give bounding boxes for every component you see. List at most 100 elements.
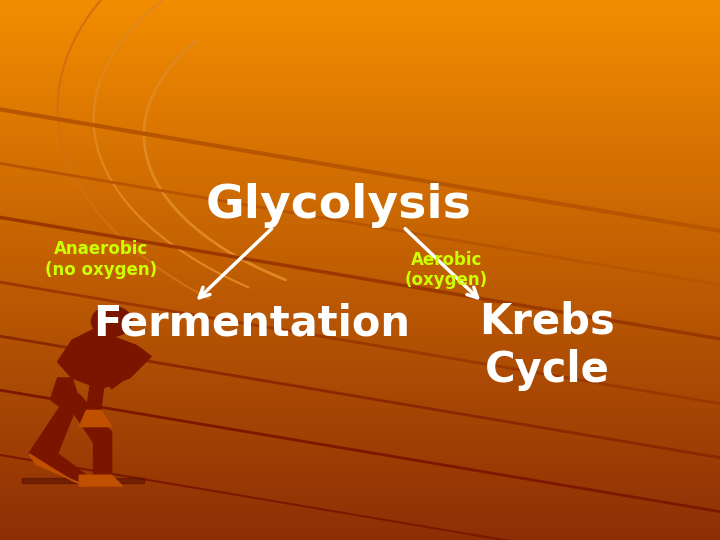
Bar [0,513,720,516]
Bar [0,378,720,381]
Bar [0,178,720,181]
Bar [0,375,720,378]
Polygon shape [65,394,112,443]
Bar [0,367,720,370]
Bar [0,62,720,65]
Bar [0,292,720,294]
Bar [0,510,720,513]
Bar [0,235,720,238]
Text: Fermentation: Fermentation [94,303,410,345]
Bar [0,73,720,76]
Bar [0,356,720,359]
Bar [0,103,720,105]
Bar [0,192,720,194]
Bar [0,537,720,540]
Bar [0,332,720,335]
Bar [0,46,720,49]
Bar [0,186,720,189]
Bar [0,370,720,373]
Bar [0,343,720,346]
Bar [0,230,720,232]
Bar [0,481,720,483]
Bar [0,130,720,132]
Bar [0,300,720,302]
Bar [0,310,720,313]
Bar [0,32,720,35]
Bar [0,35,720,38]
Bar [0,8,720,11]
Bar [0,302,720,305]
Bar [0,135,720,138]
Bar [0,216,720,219]
Bar [0,497,720,500]
Bar [0,524,720,526]
Bar [0,59,720,62]
Bar [0,451,720,454]
Bar [0,518,720,521]
Bar [0,267,720,270]
Bar [0,400,720,402]
Bar [0,459,720,462]
Bar [0,454,720,456]
Polygon shape [79,475,122,486]
Bar [0,308,720,310]
Bar [0,176,720,178]
Bar [0,427,720,429]
Bar [0,286,720,289]
Bar [0,418,720,421]
Bar [0,478,720,481]
Bar [0,265,720,267]
Bar [0,14,720,16]
Bar [0,232,720,235]
Bar [0,194,720,197]
Bar [0,251,720,254]
Bar [0,270,720,273]
Bar [0,486,720,489]
Bar [0,319,720,321]
Bar [0,392,720,394]
Bar [0,389,720,392]
Bar [0,364,720,367]
Bar [0,0,720,3]
Bar [0,516,720,518]
Bar [0,143,720,146]
Bar [0,248,720,251]
Bar [0,508,720,510]
Bar [0,327,720,329]
Bar [0,51,720,54]
Bar [0,76,720,78]
Bar [0,413,720,416]
Bar [0,491,720,494]
Polygon shape [58,329,151,389]
Bar [0,381,720,383]
Bar [0,197,720,200]
Bar [0,40,720,43]
Bar [0,38,720,40]
Bar [0,138,720,140]
Text: Aerobic
(oxygen): Aerobic (oxygen) [405,251,488,289]
Bar [0,416,720,418]
Bar [0,100,720,103]
Bar [0,246,720,248]
Bar [0,208,720,211]
Bar [0,27,720,30]
Bar [0,213,720,216]
Bar [0,494,720,497]
Bar [0,189,720,192]
Bar [0,238,720,240]
Bar [0,124,720,127]
Bar [0,437,720,440]
Text: Glycolysis: Glycolysis [205,183,472,228]
Bar [0,146,720,148]
Bar [0,78,720,81]
Bar [0,443,720,445]
Polygon shape [36,400,79,454]
Bar [0,297,720,300]
Bar [0,362,720,364]
Bar [0,526,720,529]
Polygon shape [79,410,112,427]
Bar [0,111,720,113]
Bar [0,24,720,27]
Bar [0,84,720,86]
Polygon shape [50,378,79,410]
